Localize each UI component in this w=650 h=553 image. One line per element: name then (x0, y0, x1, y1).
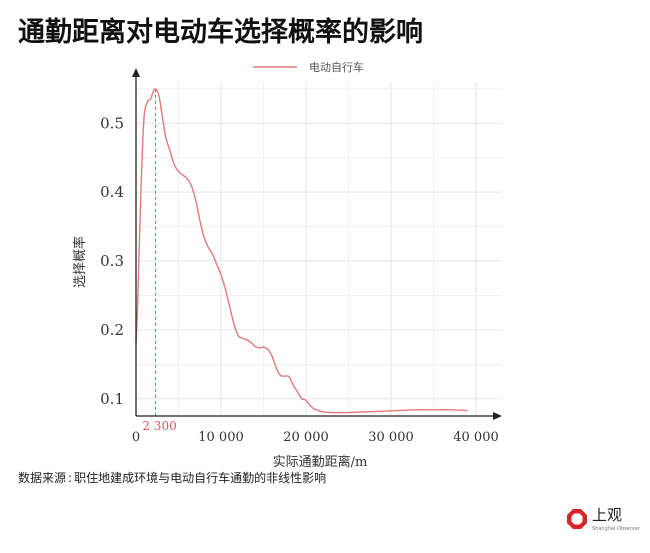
legend-label-0: 电动自行车 (309, 60, 364, 74)
axes (132, 68, 502, 420)
legend: 电动自行车 (253, 60, 364, 74)
grid (136, 82, 502, 416)
series-line-0 (135, 88, 468, 414)
brand-logo: 上观 Shanghai Observer (566, 506, 640, 536)
y-tick-label: 0.1 (100, 390, 124, 408)
brand-logo-subtitle: Shanghai Observer (592, 526, 640, 532)
series-layer (135, 88, 468, 414)
y-tick-label: 0.3 (100, 252, 124, 270)
y-tick-label: 0.4 (100, 183, 124, 201)
x-tick-label: 30 000 (368, 430, 414, 445)
y-tick-label: 0.5 (100, 114, 124, 132)
x-axis-label: 实际通勤距离/m (273, 454, 368, 470)
y-axis-label: 选择概率 (72, 236, 88, 288)
x-tick-label: 40 000 (453, 430, 499, 445)
brand-logo-text: 上观 (592, 506, 623, 524)
x-tick-label: 10 000 (198, 430, 244, 445)
line-chart: 2 300 0 10 000 20 000 30 000 40 000 0.1 0.2 0.3… (72, 60, 502, 470)
source-label: 数据来源 (18, 471, 67, 485)
y-tick-label: 0.2 (100, 321, 124, 339)
source-separator: : (68, 471, 73, 485)
source-text: 职住地建成环境与电动自行车通勤的非线性影响 (74, 471, 327, 485)
tick-labels: 0 10 000 20 000 30 000 40 000 0.1 0.2 0.3 0.4 0.5 (100, 114, 499, 445)
page-title: 通勤距离对电动车选择概率的影响 (18, 17, 423, 48)
source-note: 数据来源: 职住地建成环境与电动自行车通勤的非线性影响 (18, 470, 326, 486)
x-axis-arrow (493, 412, 502, 420)
x-tick-label: 20 000 (283, 430, 329, 445)
y-axis-arrow (132, 68, 140, 77)
optimum-distance-label: 2 300 (142, 419, 176, 433)
annotation: 2 300 (142, 88, 177, 433)
x-tick-label: 0 (132, 430, 140, 445)
brand-logo-icon (567, 509, 587, 529)
